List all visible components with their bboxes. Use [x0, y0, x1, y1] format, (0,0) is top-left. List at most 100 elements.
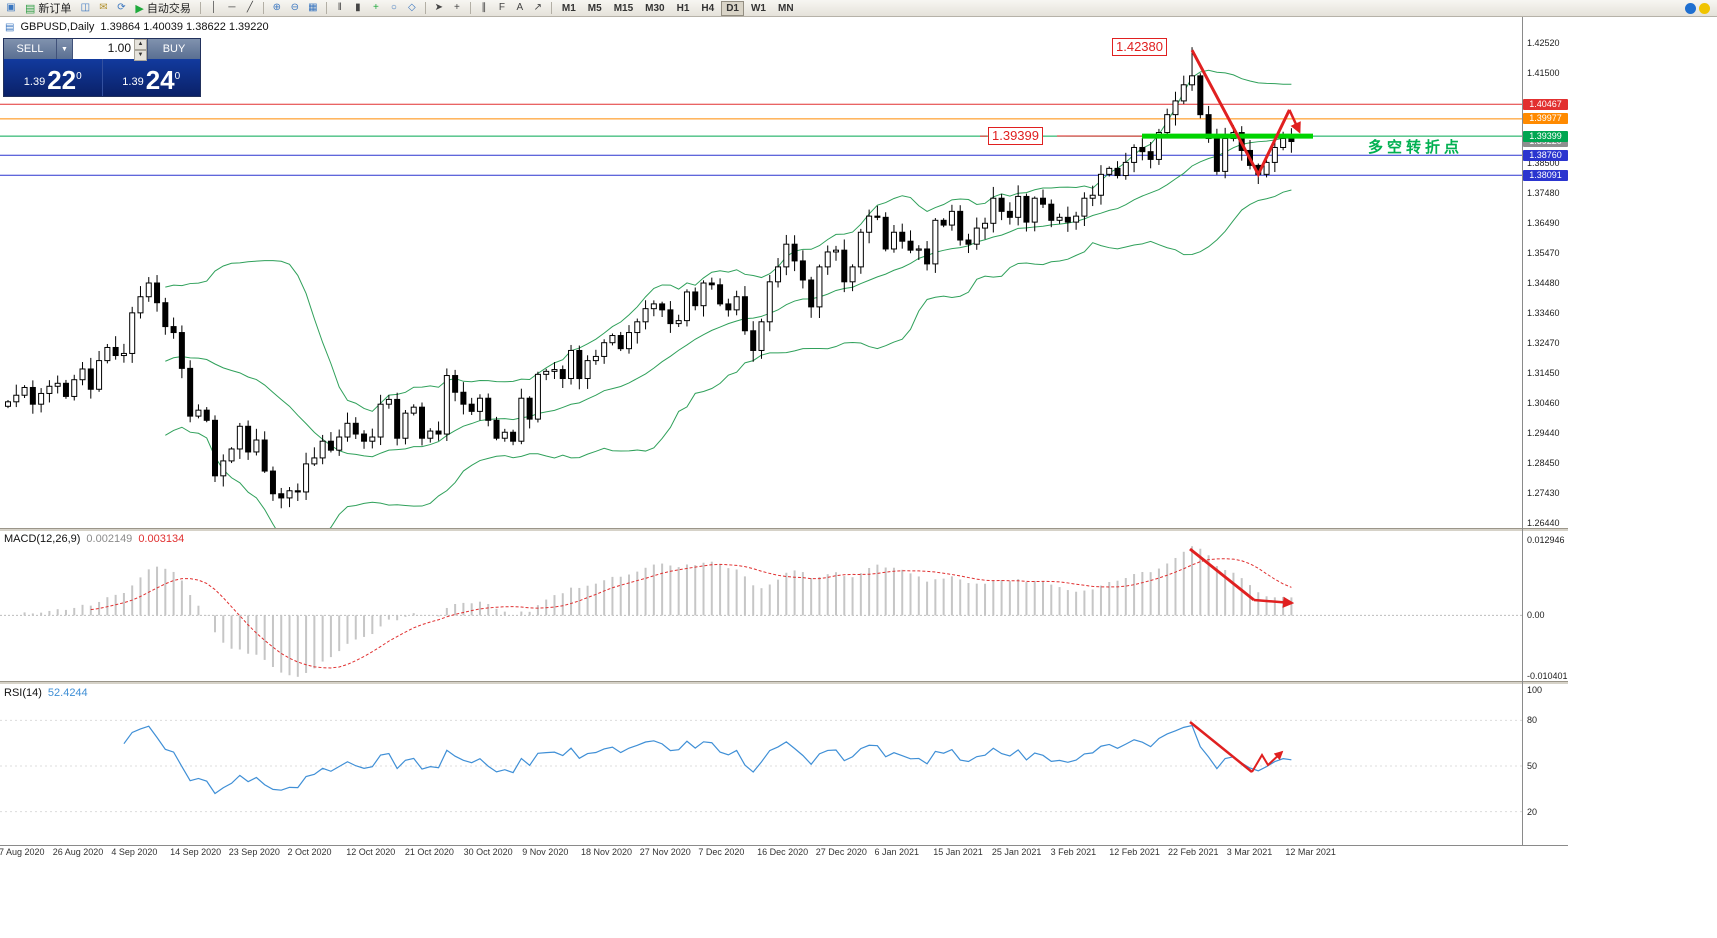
volume-up-icon[interactable]: ▲	[134, 39, 147, 50]
templates-icon[interactable]: ◇	[408, 2, 416, 13]
volume-stepper: ▲ ▼	[134, 39, 147, 61]
timeframe-m30[interactable]: M30	[645, 2, 665, 14]
sell-button[interactable]: SELL	[4, 39, 56, 59]
price-scale-tick: 1.41500	[1527, 68, 1560, 79]
vertical-line-icon[interactable]: │	[210, 2, 217, 13]
text-icon[interactable]: A	[516, 2, 524, 13]
toolbar-right-icons	[1685, 2, 1714, 14]
rsi-splitter[interactable]	[0, 681, 1568, 684]
autotrading-button-icon: ▶	[135, 2, 144, 15]
new-chart-icon[interactable]: ▣	[6, 2, 16, 13]
chart-icon: ▤	[5, 21, 15, 33]
price-scale-tick: 1.35470	[1527, 248, 1560, 259]
toolbar-separator	[199, 2, 201, 14]
timeframe-m15[interactable]: M15	[613, 2, 634, 14]
rsi-plot	[0, 719, 1522, 813]
macd-label: MACD(12,26,9) 0.002149 0.003134	[4, 533, 184, 545]
zoom-out-icon[interactable]: ⊖	[290, 2, 300, 13]
annotation-arrows	[980, 49, 1313, 773]
macd-scale-tick: 0.012946	[1527, 535, 1565, 545]
daily-ohlc-values: 1.39864 1.40039 1.38622 1.39220	[100, 21, 269, 33]
sell-price[interactable]: 1.39 22 0	[4, 59, 102, 96]
level-price-marker: 1.39399	[1523, 130, 1568, 142]
refresh-icon[interactable]: ⟳	[117, 2, 126, 13]
channel-icon[interactable]: ∥	[481, 2, 487, 13]
candlestick-icon[interactable]: ▮	[355, 2, 361, 13]
zoom-in-icon[interactable]: ⊕	[272, 2, 282, 13]
timeframe-h4[interactable]: H4	[701, 2, 715, 14]
price-scale-tick: 1.29440	[1527, 428, 1560, 439]
toolbar-separator	[424, 2, 426, 14]
date-axis-label: 25 Jan 2021	[991, 847, 1042, 857]
date-axis-label: 27 Nov 2020	[639, 847, 691, 857]
volume-field[interactable]: 1.00 ▲ ▼	[72, 39, 148, 61]
level-price-marker: 1.38091	[1523, 169, 1568, 181]
arrows-icon[interactable]: ↗	[533, 2, 543, 13]
date-axis-label: 16 Dec 2020	[757, 847, 809, 857]
chart-windows-icon[interactable]: ◫	[80, 2, 91, 13]
chart-title: ▤ GBPUSD,Daily 1.39864 1.40039 1.38622 1…	[5, 21, 269, 33]
timeframe-w1[interactable]: W1	[750, 2, 766, 14]
periods-icon[interactable]: ○	[390, 2, 397, 13]
rsi-scale-tick: 80	[1527, 715, 1538, 726]
volume-value[interactable]: 1.00	[107, 41, 131, 55]
notifications-icon[interactable]	[1699, 2, 1710, 14]
rsi-scale-tick: 20	[1527, 806, 1538, 817]
macd-signal-value: 0.003134	[138, 533, 185, 545]
date-axis-label: 4 Sep 2020	[111, 847, 158, 857]
macd-name: MACD(12,26,9)	[4, 533, 81, 545]
macd-splitter[interactable]	[0, 528, 1568, 531]
rsi-name: RSI(14)	[4, 687, 42, 699]
symbol-period-label: GBPUSD,Daily	[20, 21, 95, 33]
buy-button[interactable]: BUY	[148, 39, 200, 59]
timeframe-h1[interactable]: H1	[676, 2, 690, 14]
volume-down-icon[interactable]: ▼	[134, 50, 147, 61]
buy-price-sup: 0	[174, 71, 181, 82]
macd-main-value: 0.002149	[86, 533, 133, 545]
sell-price-sup: 0	[76, 71, 82, 82]
toolbar-separator	[550, 2, 552, 14]
level-price-marker: 1.39977	[1523, 113, 1568, 125]
rsi-scale-tick: 50	[1527, 761, 1538, 771]
timeframe-mn[interactable]: MN	[777, 2, 794, 14]
cursor-icon[interactable]: ➤	[434, 2, 444, 13]
date-axis-label: 18 Nov 2020	[581, 847, 633, 857]
level-price-callout: 1.39399	[988, 127, 1043, 145]
buy-price[interactable]: 1.39 24 0	[103, 59, 201, 96]
date-axis-label: 14 Sep 2020	[170, 847, 222, 857]
crosshair-icon[interactable]: +	[453, 2, 460, 13]
autotrading-button[interactable]: ▶ 自动交易	[131, 1, 194, 16]
trade-panel-controls: SELL ▼ 1.00 ▲ ▼ BUY	[4, 39, 200, 61]
date-axis-label: 12 Feb 2021	[1109, 847, 1160, 857]
date-axis-label: 2 Oct 2020	[287, 847, 332, 857]
fibonacci-icon[interactable]: F	[498, 2, 505, 13]
order-type-dropdown[interactable]: ▼	[56, 39, 72, 59]
toolbar-separator	[325, 2, 327, 14]
date-axis-label: 6 Jan 2021	[874, 847, 920, 857]
bar-chart-icon[interactable]: ‖	[337, 2, 342, 13]
community-icon[interactable]	[1685, 2, 1696, 14]
timeframe-d1[interactable]: D1	[721, 0, 744, 16]
date-axis-label: 15 Jan 2021	[933, 847, 983, 857]
tile-windows-icon[interactable]: ▦	[308, 2, 318, 13]
date-axis-label: 12 Mar 2021	[1285, 847, 1336, 857]
mail-icon[interactable]: ✉	[99, 2, 108, 13]
timeframe-m5[interactable]: M5	[587, 2, 602, 14]
buy-price-big: 24	[145, 65, 175, 95]
date-axis-label: 30 Oct 2020	[463, 847, 513, 857]
trendline-icon[interactable]: ╱	[246, 2, 253, 13]
add-indicator-icon[interactable]: +	[372, 2, 379, 13]
timeframe-m1[interactable]: M1	[561, 2, 576, 14]
price-scale-tick: 1.42520	[1527, 38, 1560, 48]
horizontal-line-icon[interactable]: ─	[228, 2, 236, 13]
trade-panel-divider	[101, 59, 103, 96]
peak-price-callout: 1.42380	[1112, 38, 1167, 56]
macd-scale-tick: -0.010401	[1527, 671, 1568, 681]
new-order-button[interactable]: ▤ 新订单	[21, 1, 75, 16]
date-axis-label: 26 Aug 2020	[52, 847, 104, 857]
price-scale-tick: 1.27430	[1527, 488, 1560, 499]
turning-point-note: 多空转折点	[1368, 139, 1464, 156]
buy-price-small: 1.39	[122, 76, 144, 88]
